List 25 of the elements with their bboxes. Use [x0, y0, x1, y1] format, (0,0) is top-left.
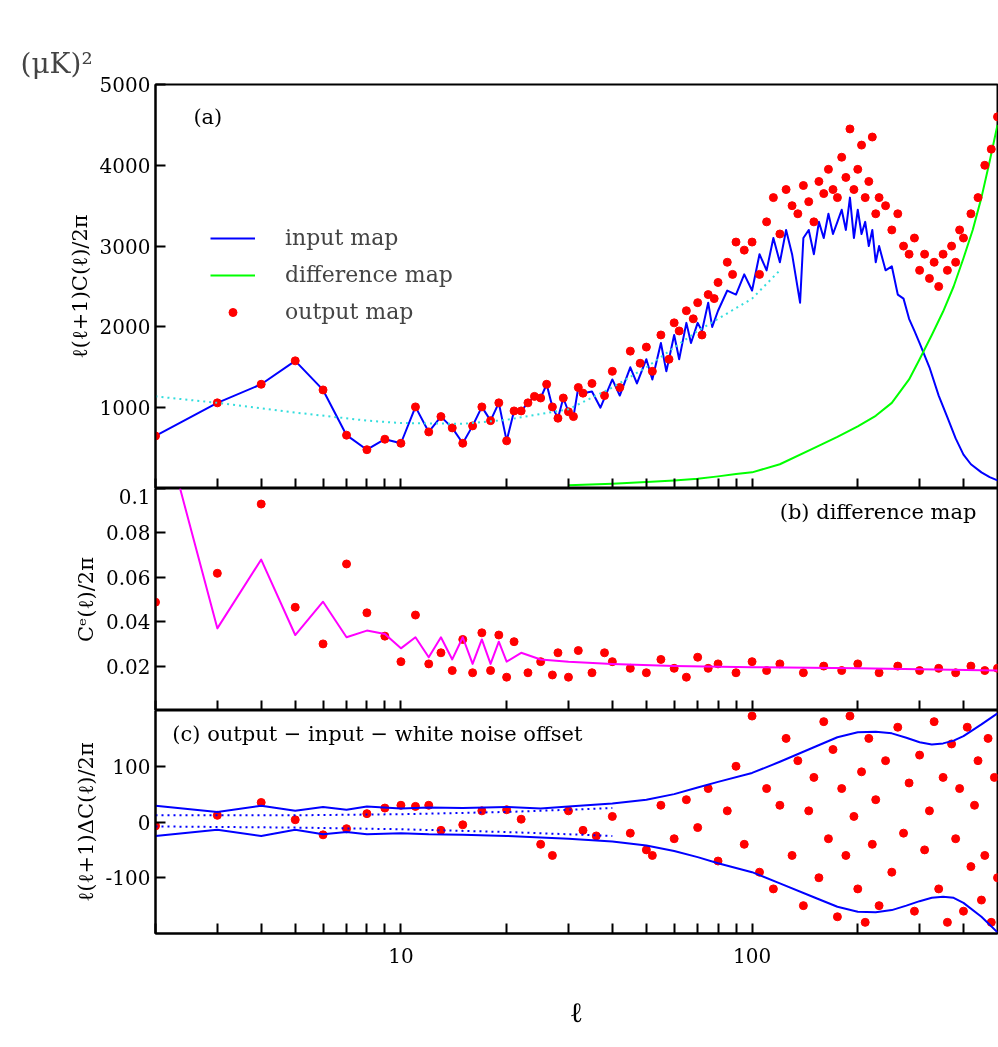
y-tick-label: 2000 — [99, 315, 151, 340]
y-tick-label: -100 — [105, 866, 151, 891]
legend-label: output map — [285, 299, 414, 324]
y-tick-label: 0.04 — [105, 610, 151, 635]
annotation: (c) output − input − white noise offset — [172, 721, 584, 746]
legend-label: input map — [285, 225, 399, 250]
y-tick-label: 4000 — [99, 153, 151, 178]
annotation: (a) — [193, 104, 223, 129]
chart-title: (μK)² — [20, 46, 93, 80]
annotation: (b) difference map — [779, 499, 977, 524]
x-axis-title: ℓ — [569, 995, 584, 1029]
y-axis-title: ℓ(ℓ+1)C(ℓ)/2π — [67, 214, 92, 359]
y-tick-label: 100 — [112, 754, 151, 779]
y-tick-label: 5000 — [99, 73, 151, 97]
y-axis-title: Cᵉ(ℓ)/2π — [73, 556, 98, 642]
y-tick-label: 3000 — [99, 234, 151, 259]
y-tick-label: 0.06 — [105, 565, 151, 590]
y-tick-label: 0.1 — [118, 484, 151, 509]
y-axis-title: ℓ(ℓ+1)ΔC(ℓ)/2π — [73, 742, 98, 902]
y-tick-label: 0 — [137, 810, 151, 835]
y-tick-label: 0.02 — [105, 654, 151, 679]
x-tick-label: 10 — [388, 943, 414, 968]
y-tick-label: 1000 — [99, 396, 151, 421]
y-tick-label: 0.08 — [105, 521, 151, 546]
legend-label: difference map — [285, 262, 453, 287]
